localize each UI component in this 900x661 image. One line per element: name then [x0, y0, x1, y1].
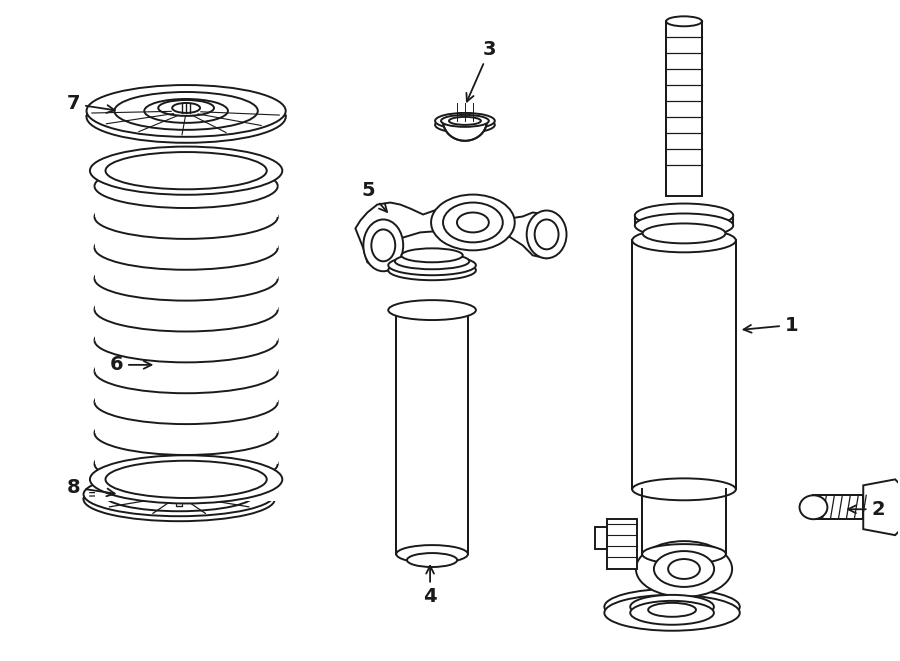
- Ellipse shape: [90, 147, 283, 195]
- Text: 3: 3: [466, 40, 497, 102]
- Bar: [94, 402, 278, 440]
- Ellipse shape: [104, 477, 255, 511]
- Bar: [94, 217, 278, 254]
- Bar: [396, 310, 468, 554]
- Polygon shape: [596, 527, 608, 549]
- Ellipse shape: [105, 152, 266, 189]
- Ellipse shape: [630, 595, 714, 619]
- Ellipse shape: [151, 486, 207, 502]
- Ellipse shape: [643, 223, 725, 243]
- Bar: [814, 495, 863, 519]
- Ellipse shape: [407, 553, 457, 567]
- Ellipse shape: [668, 559, 700, 579]
- Ellipse shape: [144, 99, 228, 123]
- Ellipse shape: [395, 253, 469, 269]
- Ellipse shape: [604, 595, 740, 631]
- Ellipse shape: [632, 229, 736, 253]
- Ellipse shape: [159, 485, 199, 497]
- Text: 8: 8: [67, 478, 114, 497]
- Ellipse shape: [449, 117, 481, 125]
- Bar: [632, 241, 736, 489]
- Text: 1: 1: [743, 315, 798, 334]
- Ellipse shape: [634, 204, 734, 227]
- Bar: [94, 279, 278, 316]
- Ellipse shape: [643, 544, 725, 564]
- Ellipse shape: [90, 455, 283, 504]
- Ellipse shape: [396, 545, 468, 563]
- Ellipse shape: [388, 255, 476, 275]
- Ellipse shape: [435, 117, 495, 133]
- Ellipse shape: [431, 194, 515, 251]
- Text: 4: 4: [423, 566, 436, 606]
- Ellipse shape: [441, 115, 489, 127]
- Bar: [634, 215, 734, 225]
- Ellipse shape: [388, 260, 476, 280]
- Polygon shape: [443, 121, 487, 141]
- Ellipse shape: [84, 473, 274, 516]
- Bar: [94, 340, 278, 378]
- Polygon shape: [356, 202, 564, 272]
- Text: 2: 2: [848, 500, 885, 519]
- Bar: [94, 248, 278, 285]
- Ellipse shape: [372, 229, 395, 261]
- Ellipse shape: [634, 214, 734, 237]
- Text: 6: 6: [110, 356, 151, 374]
- Bar: [94, 433, 278, 471]
- Ellipse shape: [105, 461, 266, 498]
- Bar: [94, 464, 278, 501]
- Ellipse shape: [364, 219, 403, 271]
- Ellipse shape: [435, 113, 495, 129]
- Ellipse shape: [86, 85, 285, 137]
- Ellipse shape: [84, 477, 274, 521]
- Ellipse shape: [457, 212, 489, 233]
- Ellipse shape: [443, 202, 503, 243]
- Ellipse shape: [648, 603, 696, 617]
- Bar: [176, 488, 182, 506]
- Ellipse shape: [401, 249, 463, 262]
- Ellipse shape: [388, 300, 476, 320]
- Bar: [94, 371, 278, 408]
- Ellipse shape: [632, 479, 736, 500]
- Ellipse shape: [172, 103, 200, 113]
- Ellipse shape: [535, 219, 559, 249]
- Polygon shape: [608, 519, 637, 569]
- Bar: [666, 21, 702, 196]
- Ellipse shape: [630, 601, 714, 625]
- Ellipse shape: [666, 17, 702, 26]
- Ellipse shape: [166, 483, 194, 493]
- Ellipse shape: [86, 91, 285, 143]
- Ellipse shape: [636, 541, 732, 597]
- Ellipse shape: [114, 92, 257, 130]
- Text: 5: 5: [362, 181, 387, 212]
- Ellipse shape: [526, 210, 566, 258]
- Bar: [94, 309, 278, 347]
- Ellipse shape: [654, 551, 714, 587]
- Ellipse shape: [604, 589, 740, 625]
- Bar: [643, 489, 725, 554]
- Polygon shape: [863, 479, 900, 535]
- Bar: [94, 186, 278, 223]
- Text: 7: 7: [67, 95, 114, 114]
- Ellipse shape: [158, 100, 214, 116]
- Ellipse shape: [799, 495, 827, 519]
